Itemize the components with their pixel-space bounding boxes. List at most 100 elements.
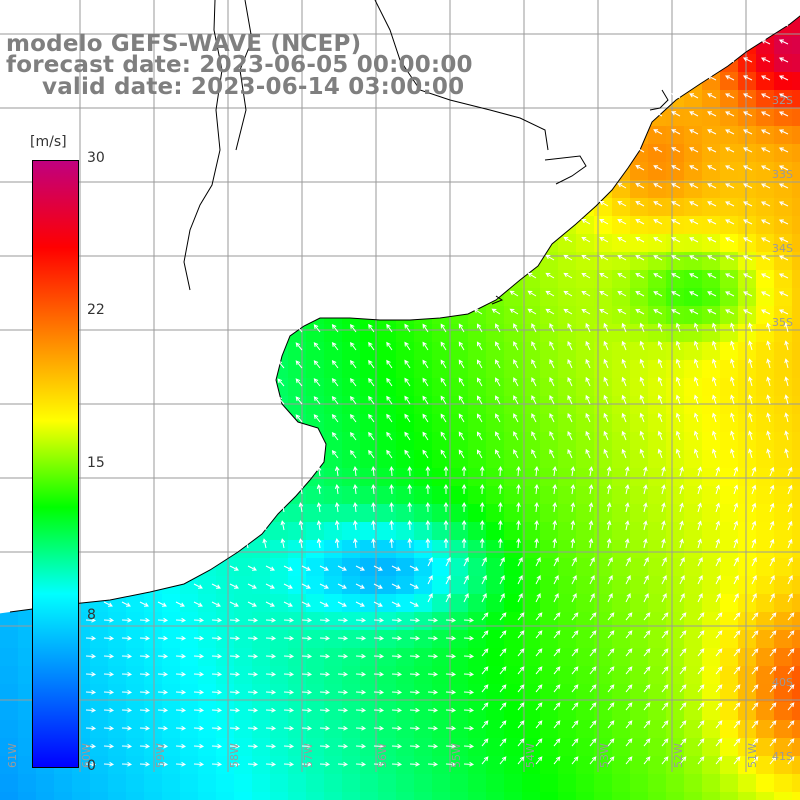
wind-arrow xyxy=(657,412,663,423)
wind-arrow xyxy=(643,612,651,621)
wind-speed-cell xyxy=(216,720,235,739)
wind-speed-cell xyxy=(522,306,541,325)
wind-arrow xyxy=(599,201,609,207)
wind-speed-cell xyxy=(738,756,757,775)
wind-speed-cell xyxy=(612,360,631,379)
wind-arrow xyxy=(229,617,241,623)
wind-speed-cell xyxy=(774,414,793,433)
wind-arrow xyxy=(443,519,449,531)
wind-speed-cell xyxy=(792,378,800,397)
wind-speed-cell xyxy=(414,486,433,505)
wind-speed-cell xyxy=(162,756,181,775)
wind-arrow xyxy=(391,653,403,659)
wind-speed-cell xyxy=(666,216,685,235)
wind-speed-cell xyxy=(378,522,397,541)
wind-arrow xyxy=(353,538,358,549)
wind-arrow xyxy=(679,612,687,621)
wind-arrow xyxy=(725,255,735,261)
wind-arrow xyxy=(517,612,525,621)
wind-speed-cell xyxy=(612,648,631,667)
wind-arrow xyxy=(769,666,777,675)
wind-speed-cell xyxy=(414,720,433,739)
wind-speed-cell xyxy=(396,558,415,577)
wind-speed-cell xyxy=(756,756,775,775)
wind-arrow xyxy=(621,358,627,369)
wind-speed-cell xyxy=(252,702,271,721)
wind-speed-cell xyxy=(738,684,757,703)
wind-arrow xyxy=(653,165,663,171)
wind-arrow xyxy=(689,111,699,117)
wind-speed-cell xyxy=(648,396,667,415)
wind-speed-cell xyxy=(468,486,487,505)
wind-arrow xyxy=(707,255,717,261)
wind-arrow xyxy=(386,449,393,459)
wind-speed-cell xyxy=(90,792,109,800)
wind-speed-cell xyxy=(162,666,181,685)
wind-speed-cell xyxy=(306,774,325,793)
wind-speed-cell xyxy=(576,666,595,685)
wind-speed-cell xyxy=(324,522,343,541)
wind-arrow xyxy=(295,360,303,369)
wind-speed-cell xyxy=(54,774,73,793)
wind-speed-cell xyxy=(432,522,451,541)
wind-speed-cell xyxy=(504,324,523,343)
wind-arrow xyxy=(247,743,259,749)
wind-arrow xyxy=(427,617,439,623)
wind-arrow xyxy=(371,519,376,531)
wind-speed-cell xyxy=(630,594,649,613)
wind-speed-cell xyxy=(720,792,739,800)
wind-arrow xyxy=(440,431,447,441)
wind-arrow xyxy=(499,630,507,639)
wind-arrow xyxy=(349,413,357,423)
wind-speed-cell xyxy=(252,738,271,757)
wind-speed-cell xyxy=(414,558,433,577)
wind-speed-cell xyxy=(792,504,800,523)
wind-arrow xyxy=(715,756,723,765)
wind-speed-cell xyxy=(450,360,469,379)
wind-speed-cell xyxy=(450,774,469,793)
wind-arrow xyxy=(689,309,699,315)
wind-speed-cell xyxy=(738,216,757,235)
wind-speed-cell xyxy=(468,630,487,649)
wind-arrow xyxy=(175,617,187,623)
wind-arrow xyxy=(445,617,457,623)
wind-arrow xyxy=(571,630,579,639)
wind-speed-cell xyxy=(720,558,739,577)
wind-speed-cell xyxy=(432,486,451,505)
wind-speed-cell xyxy=(0,792,19,800)
wind-speed-cell xyxy=(90,630,109,649)
wind-arrow xyxy=(751,738,759,747)
wind-arrow xyxy=(301,653,313,659)
wind-arrow xyxy=(513,341,519,351)
wind-arrow xyxy=(553,720,561,729)
wind-arrow xyxy=(422,449,429,459)
wind-speed-cell xyxy=(792,594,800,613)
wind-speed-cell xyxy=(738,522,757,541)
wind-arrow xyxy=(625,720,633,729)
wind-speed-cell xyxy=(648,684,667,703)
wind-speed-cell xyxy=(630,630,649,649)
wind-speed-cell xyxy=(720,252,739,271)
wind-speed-cell xyxy=(540,756,559,775)
wind-arrow xyxy=(760,219,771,225)
wind-speed-cell xyxy=(612,306,631,325)
wind-speed-cell xyxy=(684,666,703,685)
wind-speed-cell xyxy=(324,450,343,469)
wind-speed-cell xyxy=(666,198,685,217)
wind-speed-cell xyxy=(252,666,271,685)
wind-arrow xyxy=(748,358,753,369)
wind-speed-cell xyxy=(396,486,415,505)
wind-arrow xyxy=(733,738,741,747)
wind-speed-cell xyxy=(702,108,721,127)
wind-speed-cell xyxy=(360,684,379,703)
wind-speed-cell xyxy=(540,774,559,793)
wind-arrow xyxy=(331,396,339,405)
wind-speed-cell xyxy=(774,396,793,415)
wind-speed-cell xyxy=(468,792,487,800)
wind-speed-cell xyxy=(450,648,469,667)
wind-arrow xyxy=(404,323,411,333)
wind-arrow xyxy=(229,707,241,713)
wind-speed-cell xyxy=(450,522,469,541)
wind-speed-cell xyxy=(360,648,379,667)
